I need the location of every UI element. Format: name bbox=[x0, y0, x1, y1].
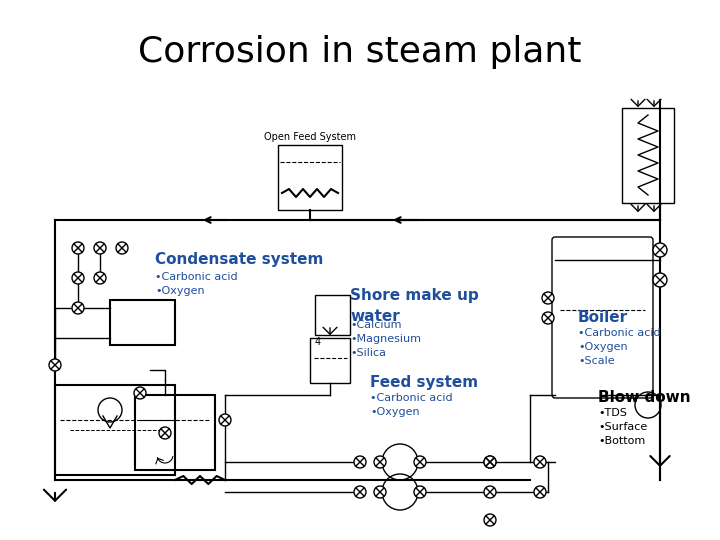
Circle shape bbox=[354, 456, 366, 468]
Circle shape bbox=[134, 387, 146, 399]
Circle shape bbox=[374, 456, 386, 468]
Text: •Carbonic acid
•Oxygen: •Carbonic acid •Oxygen bbox=[370, 393, 453, 417]
Bar bbox=[55, 385, 175, 475]
Circle shape bbox=[542, 312, 554, 324]
Circle shape bbox=[72, 272, 84, 284]
Circle shape bbox=[414, 456, 426, 468]
Text: Blow down: Blow down bbox=[598, 390, 690, 405]
Circle shape bbox=[72, 242, 84, 254]
Circle shape bbox=[219, 414, 231, 426]
Bar bbox=[135, 395, 215, 470]
Text: •Carbonic acid
•Oxygen: •Carbonic acid •Oxygen bbox=[155, 272, 238, 296]
Text: •TDS
•Surface
•Bottom: •TDS •Surface •Bottom bbox=[598, 408, 647, 446]
Circle shape bbox=[484, 514, 496, 526]
Text: •Calcium
•Magnesium
•Silica: •Calcium •Magnesium •Silica bbox=[350, 320, 421, 358]
Circle shape bbox=[49, 359, 61, 371]
Circle shape bbox=[534, 456, 546, 468]
Bar bbox=[110, 300, 175, 345]
Circle shape bbox=[116, 242, 128, 254]
Circle shape bbox=[484, 456, 496, 468]
Circle shape bbox=[484, 456, 496, 468]
Bar bbox=[278, 145, 342, 210]
Circle shape bbox=[542, 292, 554, 304]
Text: •Carbonic acid
•Oxygen
•Scale: •Carbonic acid •Oxygen •Scale bbox=[578, 328, 661, 366]
Text: Open Feed System: Open Feed System bbox=[264, 132, 356, 142]
Circle shape bbox=[534, 486, 546, 498]
Bar bbox=[315, 295, 350, 335]
Circle shape bbox=[653, 273, 667, 287]
Circle shape bbox=[653, 243, 667, 257]
Circle shape bbox=[94, 242, 106, 254]
Circle shape bbox=[159, 427, 171, 439]
Text: 4: 4 bbox=[315, 337, 321, 347]
Circle shape bbox=[94, 272, 106, 284]
Text: Corrosion in steam plant: Corrosion in steam plant bbox=[138, 35, 582, 69]
Circle shape bbox=[72, 302, 84, 314]
Bar bbox=[622, 108, 674, 203]
Text: Feed system: Feed system bbox=[370, 375, 478, 390]
Circle shape bbox=[374, 486, 386, 498]
Circle shape bbox=[414, 486, 426, 498]
Text: Condensate system: Condensate system bbox=[155, 252, 323, 267]
Text: Boiler: Boiler bbox=[578, 310, 628, 325]
Text: Shore make up
water: Shore make up water bbox=[350, 288, 479, 324]
Bar bbox=[310, 338, 350, 383]
Circle shape bbox=[484, 486, 496, 498]
Circle shape bbox=[354, 486, 366, 498]
